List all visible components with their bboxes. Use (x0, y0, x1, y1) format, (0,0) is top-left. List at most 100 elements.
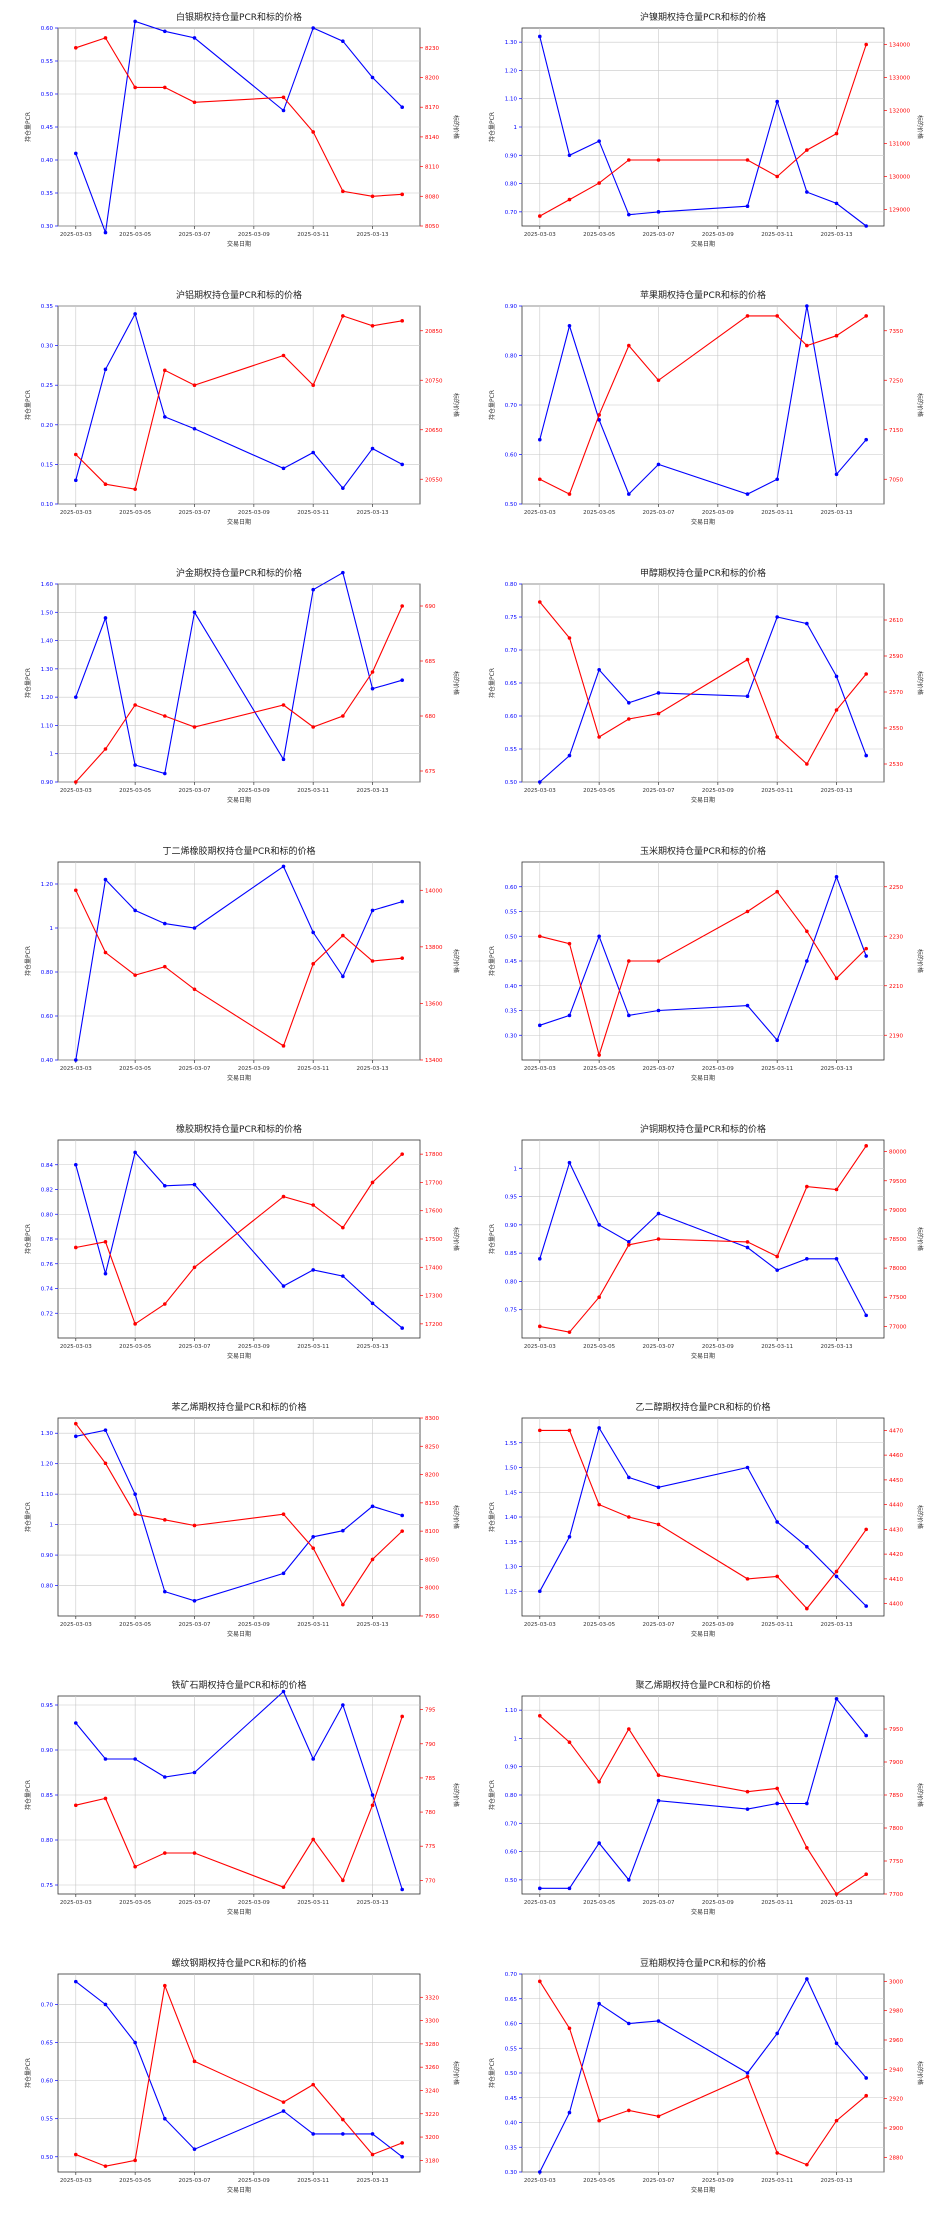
pcr-series-line (75, 1151, 403, 1329)
y2-tick-label: 2250 (889, 885, 903, 891)
y2-tick-label: 4440 (889, 1503, 903, 1509)
y2-tick-label: 7700 (889, 1892, 903, 1898)
pcr-point (538, 1589, 542, 1594)
x-tick-label: 2025-03-11 (297, 788, 329, 794)
pcr-point (656, 1485, 661, 1490)
chart-svg: 0.72 0.74 0.76 0.78 0.80 0.82 0.84 17200 17300 17… (24, 1123, 460, 1360)
y-tick-label: 0.45 (505, 959, 518, 965)
y-tick-label: 0.76 (41, 1262, 54, 1268)
x-tick-label: 2025-03-11 (761, 232, 793, 238)
y2-tick-label: 3300 (425, 2019, 439, 2025)
pcr-point (163, 2116, 167, 2121)
y2-tick-label: 2210 (889, 984, 903, 990)
y-tick-label: 0.50 (505, 2071, 518, 2077)
chart-title: 苹果期权持仓量PCR和标的价格 (640, 289, 766, 301)
y2-tick-label: 17700 (425, 1180, 443, 1186)
y2-axis-label: 标的价格 (452, 393, 460, 417)
x-tick-label: 2025-03-07 (179, 1900, 211, 1906)
chart-title: 沪镍期权持仓量PCR和标的价格 (640, 11, 766, 23)
price-point (656, 959, 661, 963)
pcr-point (74, 1162, 78, 1167)
plot-frame (57, 305, 421, 505)
chart-panel: 0.10 0.15 0.20 0.25 0.30 0.35 20550 20650 20750 2… (0, 278, 464, 556)
pcr-point (103, 2002, 108, 2007)
pcr-point (400, 678, 404, 682)
y2-tick-label: 80000 (889, 1150, 907, 1156)
x-tick-label: 2025-03-09 (238, 232, 270, 238)
y-axis-label: 持仓量PCR (24, 1224, 32, 1254)
y-axis-label: 持仓量PCR (24, 1780, 32, 1810)
pcr-point (192, 36, 197, 40)
y2-tick-label: 17600 (425, 1209, 443, 1215)
x-tick-label: 2025-03-03 (524, 788, 556, 794)
chart-title: 丁二烯橡胶期权持仓量PCR和标的价格 (163, 845, 316, 857)
price-point (745, 2074, 750, 2079)
price-point (163, 1518, 167, 1522)
price-point (597, 1053, 601, 1057)
pcr-point (281, 1284, 286, 1288)
pcr-point (627, 2021, 631, 2026)
x-tick-label: 2025-03-07 (179, 510, 211, 516)
x-tick-label: 2025-03-11 (297, 232, 329, 238)
x-tick-label: 2025-03-05 (119, 2178, 151, 2184)
pcr-point (745, 1807, 750, 1811)
y2-tick-label: 8140 (425, 135, 439, 141)
y-tick-label: 0.15 (41, 462, 54, 468)
pcr-point (775, 477, 779, 482)
pcr-point (400, 1513, 404, 1518)
chart-panel: 0.50 0.60 0.70 0.80 0.90 7050 7150 7250 7350 2025… (464, 278, 928, 556)
y-axis-label: 持仓量PCR (488, 1780, 496, 1810)
y-tick-label: 0.35 (41, 191, 54, 197)
price-point (597, 181, 601, 185)
chart-panel: 0.80 0.90 1 1.10 1.20 1.30 7950 8000 8050 8100 815… (0, 1390, 464, 1668)
pcr-point (281, 1689, 286, 1694)
y-tick-label: 0.80 (41, 1838, 54, 1844)
x-axis-label: 交易日期 (691, 2186, 715, 2194)
chart-panel: 0.75 0.80 0.85 0.90 0.95 1 77000 77500 78000 7850… (464, 1112, 928, 1390)
pcr-point (370, 686, 375, 691)
price-point (133, 85, 137, 90)
pcr-point (627, 1240, 631, 1244)
x-tick-label: 2025-03-09 (238, 2178, 270, 2184)
y2-tick-label: 8080 (425, 194, 439, 200)
y-tick-label: 0.90 (505, 1765, 518, 1771)
pcr-point (370, 2132, 375, 2136)
x-tick-label: 2025-03-11 (297, 1900, 329, 1906)
pcr-point (341, 974, 345, 979)
chart-panel: 0.40 0.60 0.80 1 1.20 13400 13600 13800 14000 202… (0, 834, 464, 1112)
price-point (597, 1502, 601, 1507)
pcr-point (567, 153, 572, 158)
x-tick-label: 2025-03-13 (357, 1344, 389, 1350)
price-point (864, 42, 868, 47)
price-point (775, 174, 779, 179)
x-tick-label: 2025-03-07 (179, 2178, 211, 2184)
y2-tick-label: 690 (425, 604, 436, 610)
price-point (370, 324, 375, 328)
price-point (656, 2114, 661, 2119)
price-point (834, 1187, 839, 1192)
y-axis-label: 持仓量PCR (24, 2058, 32, 2088)
y-axis-label: 持仓量PCR (24, 668, 32, 698)
x-tick-label: 2025-03-03 (60, 1344, 92, 1350)
pcr-point (656, 1798, 661, 1803)
price-point (538, 934, 542, 939)
x-tick-label: 2025-03-13 (821, 232, 853, 238)
price-series-line (75, 1153, 403, 1325)
pcr-point (597, 418, 601, 422)
y-tick-label: 0.80 (505, 182, 518, 188)
price-point (567, 1740, 572, 1744)
price-point (311, 962, 315, 966)
price-point (311, 383, 315, 387)
x-tick-label: 2025-03-05 (583, 788, 615, 794)
x-tick-label: 2025-03-07 (643, 510, 675, 516)
y2-tick-label: 129000 (889, 208, 910, 214)
y2-tick-label: 4470 (889, 1428, 903, 1434)
x-tick-label: 2025-03-05 (119, 1344, 151, 1350)
price-point (74, 1803, 78, 1808)
y2-tick-label: 8110 (425, 165, 439, 171)
y2-tick-label: 8050 (425, 1557, 439, 1563)
chart-svg: 1.25 1.30 1.35 1.40 1.45 1.50 1.55 4400 4410 4420… (488, 1401, 924, 1638)
y2-tick-label: 780 (425, 1810, 436, 1816)
price-point (864, 1144, 868, 1148)
y2-axis-label: 标的价格 (452, 115, 460, 139)
